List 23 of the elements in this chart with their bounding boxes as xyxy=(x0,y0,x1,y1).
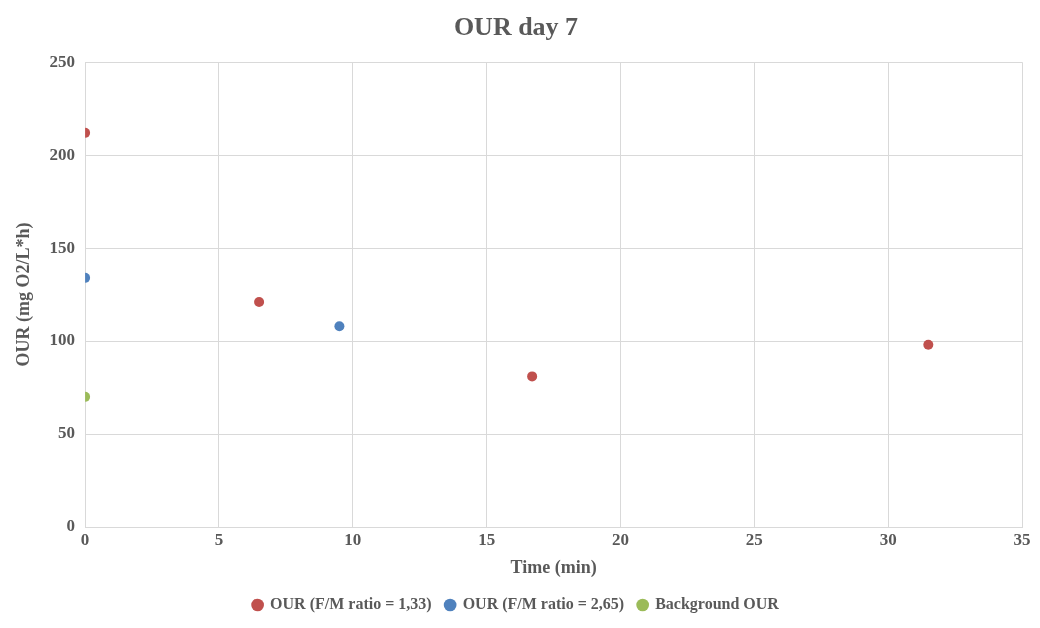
y-tick-label: 150 xyxy=(49,237,76,257)
x-tick-label: 0 xyxy=(80,529,90,549)
x-tick-label: 20 xyxy=(611,529,629,549)
x-tick-label: 35 xyxy=(1013,529,1031,549)
legend-label: OUR (F/M ratio = 2,65) xyxy=(462,595,625,614)
x-tick-label: 25 xyxy=(745,529,763,549)
point xyxy=(527,371,538,382)
x-tick-label: 30 xyxy=(879,529,897,549)
y-tick-label: 100 xyxy=(49,330,76,350)
x-tick-label: 5 xyxy=(214,529,224,549)
y-tick-label: 200 xyxy=(49,144,76,164)
y-tick-label: 250 xyxy=(49,51,76,71)
y-tick-label: 0 xyxy=(66,516,76,536)
legend-label: OUR (F/M ratio = 1,33) xyxy=(270,595,432,614)
point xyxy=(254,297,265,308)
point xyxy=(923,339,934,350)
legend-label: Background OUR xyxy=(655,595,780,614)
chart-title: OUR day 7 xyxy=(453,12,579,42)
y-axis-title: OUR (mg O2/L*h) xyxy=(13,222,35,367)
x-axis-title: Time (min) xyxy=(510,556,597,578)
y-tick-label: 50 xyxy=(58,423,76,443)
x-tick-label: 10 xyxy=(344,529,362,549)
x-tick-label: 15 xyxy=(478,529,496,549)
